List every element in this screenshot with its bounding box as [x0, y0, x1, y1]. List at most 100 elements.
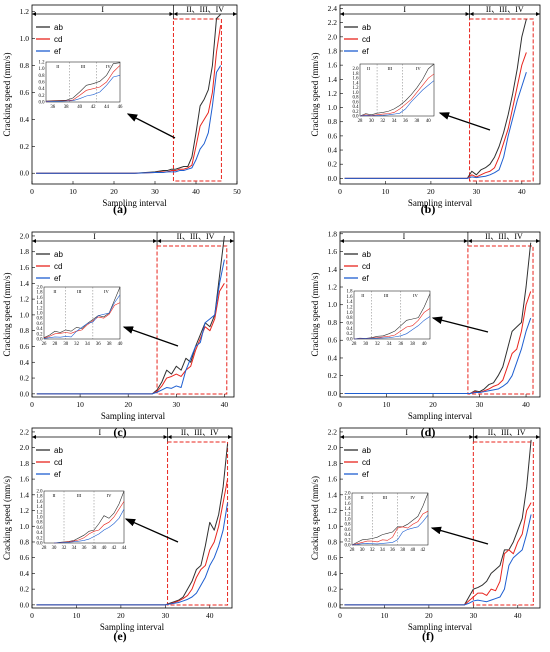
inset-frame	[351, 492, 429, 546]
inset-series-ef	[45, 75, 121, 102]
legend-label-cd: cd	[54, 262, 62, 271]
plot-frame	[31, 231, 235, 398]
inset-x-tick-label: 34	[387, 342, 392, 347]
inset-y-tick-label: 0.8	[37, 521, 44, 526]
y-tick-label: 1.0	[328, 300, 338, 309]
y-axis-title: Cracking speed (mm/s)	[310, 273, 320, 357]
inset-y-tick-label: 1.6	[37, 296, 44, 301]
y-tick-label: 1.0	[20, 34, 30, 43]
inset-y-tick-label: 1.6	[345, 502, 352, 507]
inset-y-tick-label: 0.4	[37, 327, 44, 332]
stage-II-IV-label: II、III、IV	[486, 5, 524, 14]
inset-y-tick-label: 0.8	[345, 523, 352, 528]
highlight-box	[469, 18, 534, 182]
series-line-ef	[36, 259, 225, 395]
y-tick-label: 0.0	[328, 600, 338, 609]
inset-y-tick-label: 0.6	[347, 322, 354, 327]
inset-y-tick-label: 1.0	[39, 67, 46, 72]
plot-frame	[339, 427, 541, 609]
inset-y-tick-label: 1.4	[345, 507, 352, 512]
legend-label-ab: ab	[362, 446, 371, 455]
inset-y-tick-label: 2.0	[353, 67, 360, 72]
inset-stage-label: II	[361, 495, 365, 500]
pointer-arrow	[431, 316, 489, 333]
x-axis-title: Sampling interval	[100, 622, 165, 632]
inset-stage-label: II	[52, 493, 56, 498]
y-tick-label: 1.6	[328, 475, 338, 484]
inset-x-tick-label: 46	[118, 105, 123, 110]
inset-y-tick-label: 0.6	[345, 528, 352, 533]
y-tick-label: 1.6	[328, 247, 338, 256]
inset-x-tick-label: 42	[112, 546, 117, 551]
highlight-box	[467, 245, 534, 395]
inset-y-tick-label: 2.0	[37, 490, 44, 495]
y-tick-label: 0.2	[20, 142, 30, 151]
inset-x-tick-label: 42	[421, 548, 426, 553]
y-tick-label: 0.6	[20, 342, 30, 351]
x-tick-label: 10	[76, 400, 84, 409]
inset-y-tick-label: 1.8	[347, 290, 354, 295]
x-tick-label: 10	[381, 611, 389, 620]
inset-x-tick-label: 36	[398, 342, 403, 347]
y-axis-title: Cracking speed (mm/s)	[2, 273, 12, 357]
legend-label-ef: ef	[54, 47, 61, 56]
inset-y-tick-label: 1.4	[37, 301, 44, 306]
y-tick-label: 0.0	[328, 174, 338, 183]
y-tick-label: 0.8	[328, 117, 338, 126]
inset-x-tick-label: 30	[363, 342, 368, 347]
x-tick-label: 10	[73, 611, 81, 620]
inset-series-cd	[53, 501, 125, 544]
series-line-ef	[36, 502, 229, 606]
inset-stage-label: III	[77, 493, 82, 498]
inset-x-tick-label: 42	[91, 105, 96, 110]
x-axis-title: Sampling interval	[408, 622, 473, 632]
inset-stage-label: IV	[104, 289, 110, 294]
inset-x-tick-label: 32	[375, 342, 380, 347]
x-tick-label: 20	[124, 400, 132, 409]
inset-y-tick-label: 1.2	[37, 510, 44, 515]
inset-stage-label: II	[56, 64, 60, 69]
highlight-box	[172, 18, 222, 182]
x-tick-label: 20	[110, 187, 118, 196]
legend-label-ef: ef	[362, 47, 369, 56]
inset-x-tick-label: 28	[352, 342, 357, 347]
inset-plot: II III IV0.00.20.40.60.81.01.21.41.61.82.0…	[37, 286, 124, 348]
inset-series-ef	[53, 509, 125, 544]
highlight-box	[156, 245, 228, 395]
stage-I-label: I	[98, 428, 101, 437]
y-tick-label: 2.2	[328, 427, 338, 436]
inset-x-tick-label: 40	[118, 342, 123, 347]
x-tick-label: 20	[425, 611, 433, 620]
inset-x-tick-label: 32	[380, 119, 385, 124]
x-axis-title: Sampling interval	[408, 198, 473, 208]
legend-label-cd: cd	[54, 35, 62, 44]
x-tick-label: 10	[69, 187, 77, 196]
inset-y-tick-label: 0.6	[37, 526, 44, 531]
inset-y-tick-label: 0.8	[39, 74, 46, 79]
inset-x-tick-label: 32	[62, 546, 67, 551]
y-tick-label: 1.6	[20, 475, 30, 484]
legend-label-cd: cd	[362, 458, 370, 467]
inset-series-ef	[351, 514, 429, 546]
y-tick-label: 1.4	[328, 490, 338, 499]
y-tick-label: 2.0	[328, 443, 338, 452]
y-tick-label: 1.2	[328, 506, 338, 515]
inset-stage-label: III	[384, 293, 389, 298]
x-tick-label: 40	[192, 187, 200, 196]
inset-frame	[45, 61, 121, 103]
legend-label-ef: ef	[362, 274, 369, 283]
inset-x-tick-label: 38	[415, 119, 420, 124]
y-axis-title: Cracking speed (mm/s)	[310, 476, 320, 560]
y-tick-label: 1.0	[328, 103, 338, 112]
chart-panel-f: 0.00.20.40.60.81.01.21.41.61.82.02.20 10 2…	[310, 427, 541, 643]
plot-frame	[31, 427, 233, 609]
y-tick-label: 1.8	[20, 247, 30, 256]
x-axis-title: Sampling interval	[101, 411, 166, 421]
inset-series-cd	[359, 73, 435, 117]
x-tick-label: 10	[383, 400, 391, 409]
inset-frame	[43, 286, 121, 340]
inset-x-tick-label: 34	[85, 342, 90, 347]
inset-stage-label: II	[53, 289, 57, 294]
y-tick-label: 0.0	[20, 600, 30, 609]
inset-stage-label: III	[81, 64, 86, 69]
